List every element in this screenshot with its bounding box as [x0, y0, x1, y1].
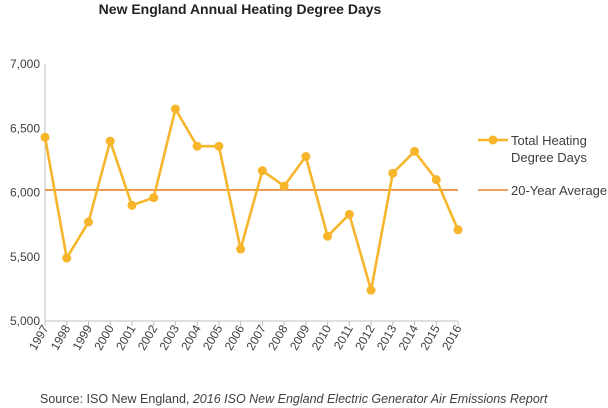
- x-tick-label: 1998: [48, 322, 74, 352]
- data-point: [410, 146, 420, 156]
- data-point: [236, 244, 246, 254]
- source-prefix: Source: ISO New England,: [40, 392, 193, 406]
- data-point: [40, 132, 50, 142]
- x-tick-labels: 1997199819992000200120022003200420052006…: [26, 321, 465, 353]
- x-tick-label: 2012: [352, 322, 378, 352]
- x-tick-label: 2003: [157, 322, 183, 352]
- data-point: [344, 209, 354, 219]
- x-tick-label: 2016: [439, 322, 465, 352]
- data-point: [279, 181, 289, 191]
- legend: Total Heating Degree Days 20-Year Average: [478, 133, 607, 198]
- data-point: [214, 141, 224, 151]
- data-point: [301, 152, 311, 162]
- x-tick-label: 2011: [331, 322, 356, 352]
- x-tick-label: 2006: [222, 322, 248, 352]
- x-tick-label: 2009: [287, 322, 313, 352]
- data-point: [431, 175, 441, 185]
- data-point: [453, 225, 463, 235]
- data-point: [149, 193, 159, 203]
- x-tick-label: 2001: [113, 322, 139, 352]
- legend-label-line: Total Heating: [511, 133, 587, 148]
- data-point: [127, 200, 137, 210]
- data-point: [105, 136, 115, 146]
- legend-marker: [488, 135, 498, 145]
- y-tick-labels: 5,000 5,500 6,000 6,500 7,000: [10, 57, 40, 328]
- chart-title: New England Annual Heating Degree Days: [99, 1, 382, 17]
- x-tick-label: 2015: [417, 322, 443, 352]
- data-point: [257, 166, 267, 176]
- series-layer: [40, 104, 463, 295]
- axes: [44, 64, 458, 322]
- data-point: [323, 231, 333, 241]
- x-tick-label: 2000: [91, 322, 117, 352]
- x-tick-label: 2008: [265, 322, 291, 352]
- y-tick-label: 6,500: [10, 121, 40, 135]
- series-line-heating-degree-days: [43, 107, 460, 292]
- source-note: Source: ISO New England, 2016 ISO New En…: [40, 392, 548, 406]
- data-point: [170, 104, 180, 114]
- data-point: [366, 285, 376, 295]
- y-tick-label: 5,000: [10, 314, 40, 328]
- x-tick-label: 2010: [309, 322, 335, 352]
- x-tick-label: 2007: [243, 322, 269, 352]
- y-tick-label: 7,000: [10, 57, 40, 71]
- legend-label-average: 20-Year Average: [511, 183, 607, 198]
- x-tick-label: 2014: [396, 322, 422, 352]
- data-point: [192, 141, 202, 151]
- legend-label-heating-degree-days: Total Heating Degree Days: [511, 133, 587, 165]
- y-tick-label: 5,500: [10, 250, 40, 264]
- x-tick-label: 2004: [178, 322, 204, 352]
- y-tick-label: 6,000: [10, 186, 40, 200]
- data-point: [62, 253, 72, 263]
- data-point: [388, 168, 398, 178]
- source-report-title: 2016 ISO New England Electric Generator …: [192, 392, 548, 406]
- x-tick-label: 2013: [374, 322, 400, 352]
- data-point: [83, 217, 93, 227]
- x-tick-label: 2005: [200, 322, 226, 352]
- legend-label-line: Degree Days: [511, 150, 587, 165]
- x-tick-label: 2002: [135, 322, 161, 352]
- x-tick-label: 1999: [70, 322, 96, 352]
